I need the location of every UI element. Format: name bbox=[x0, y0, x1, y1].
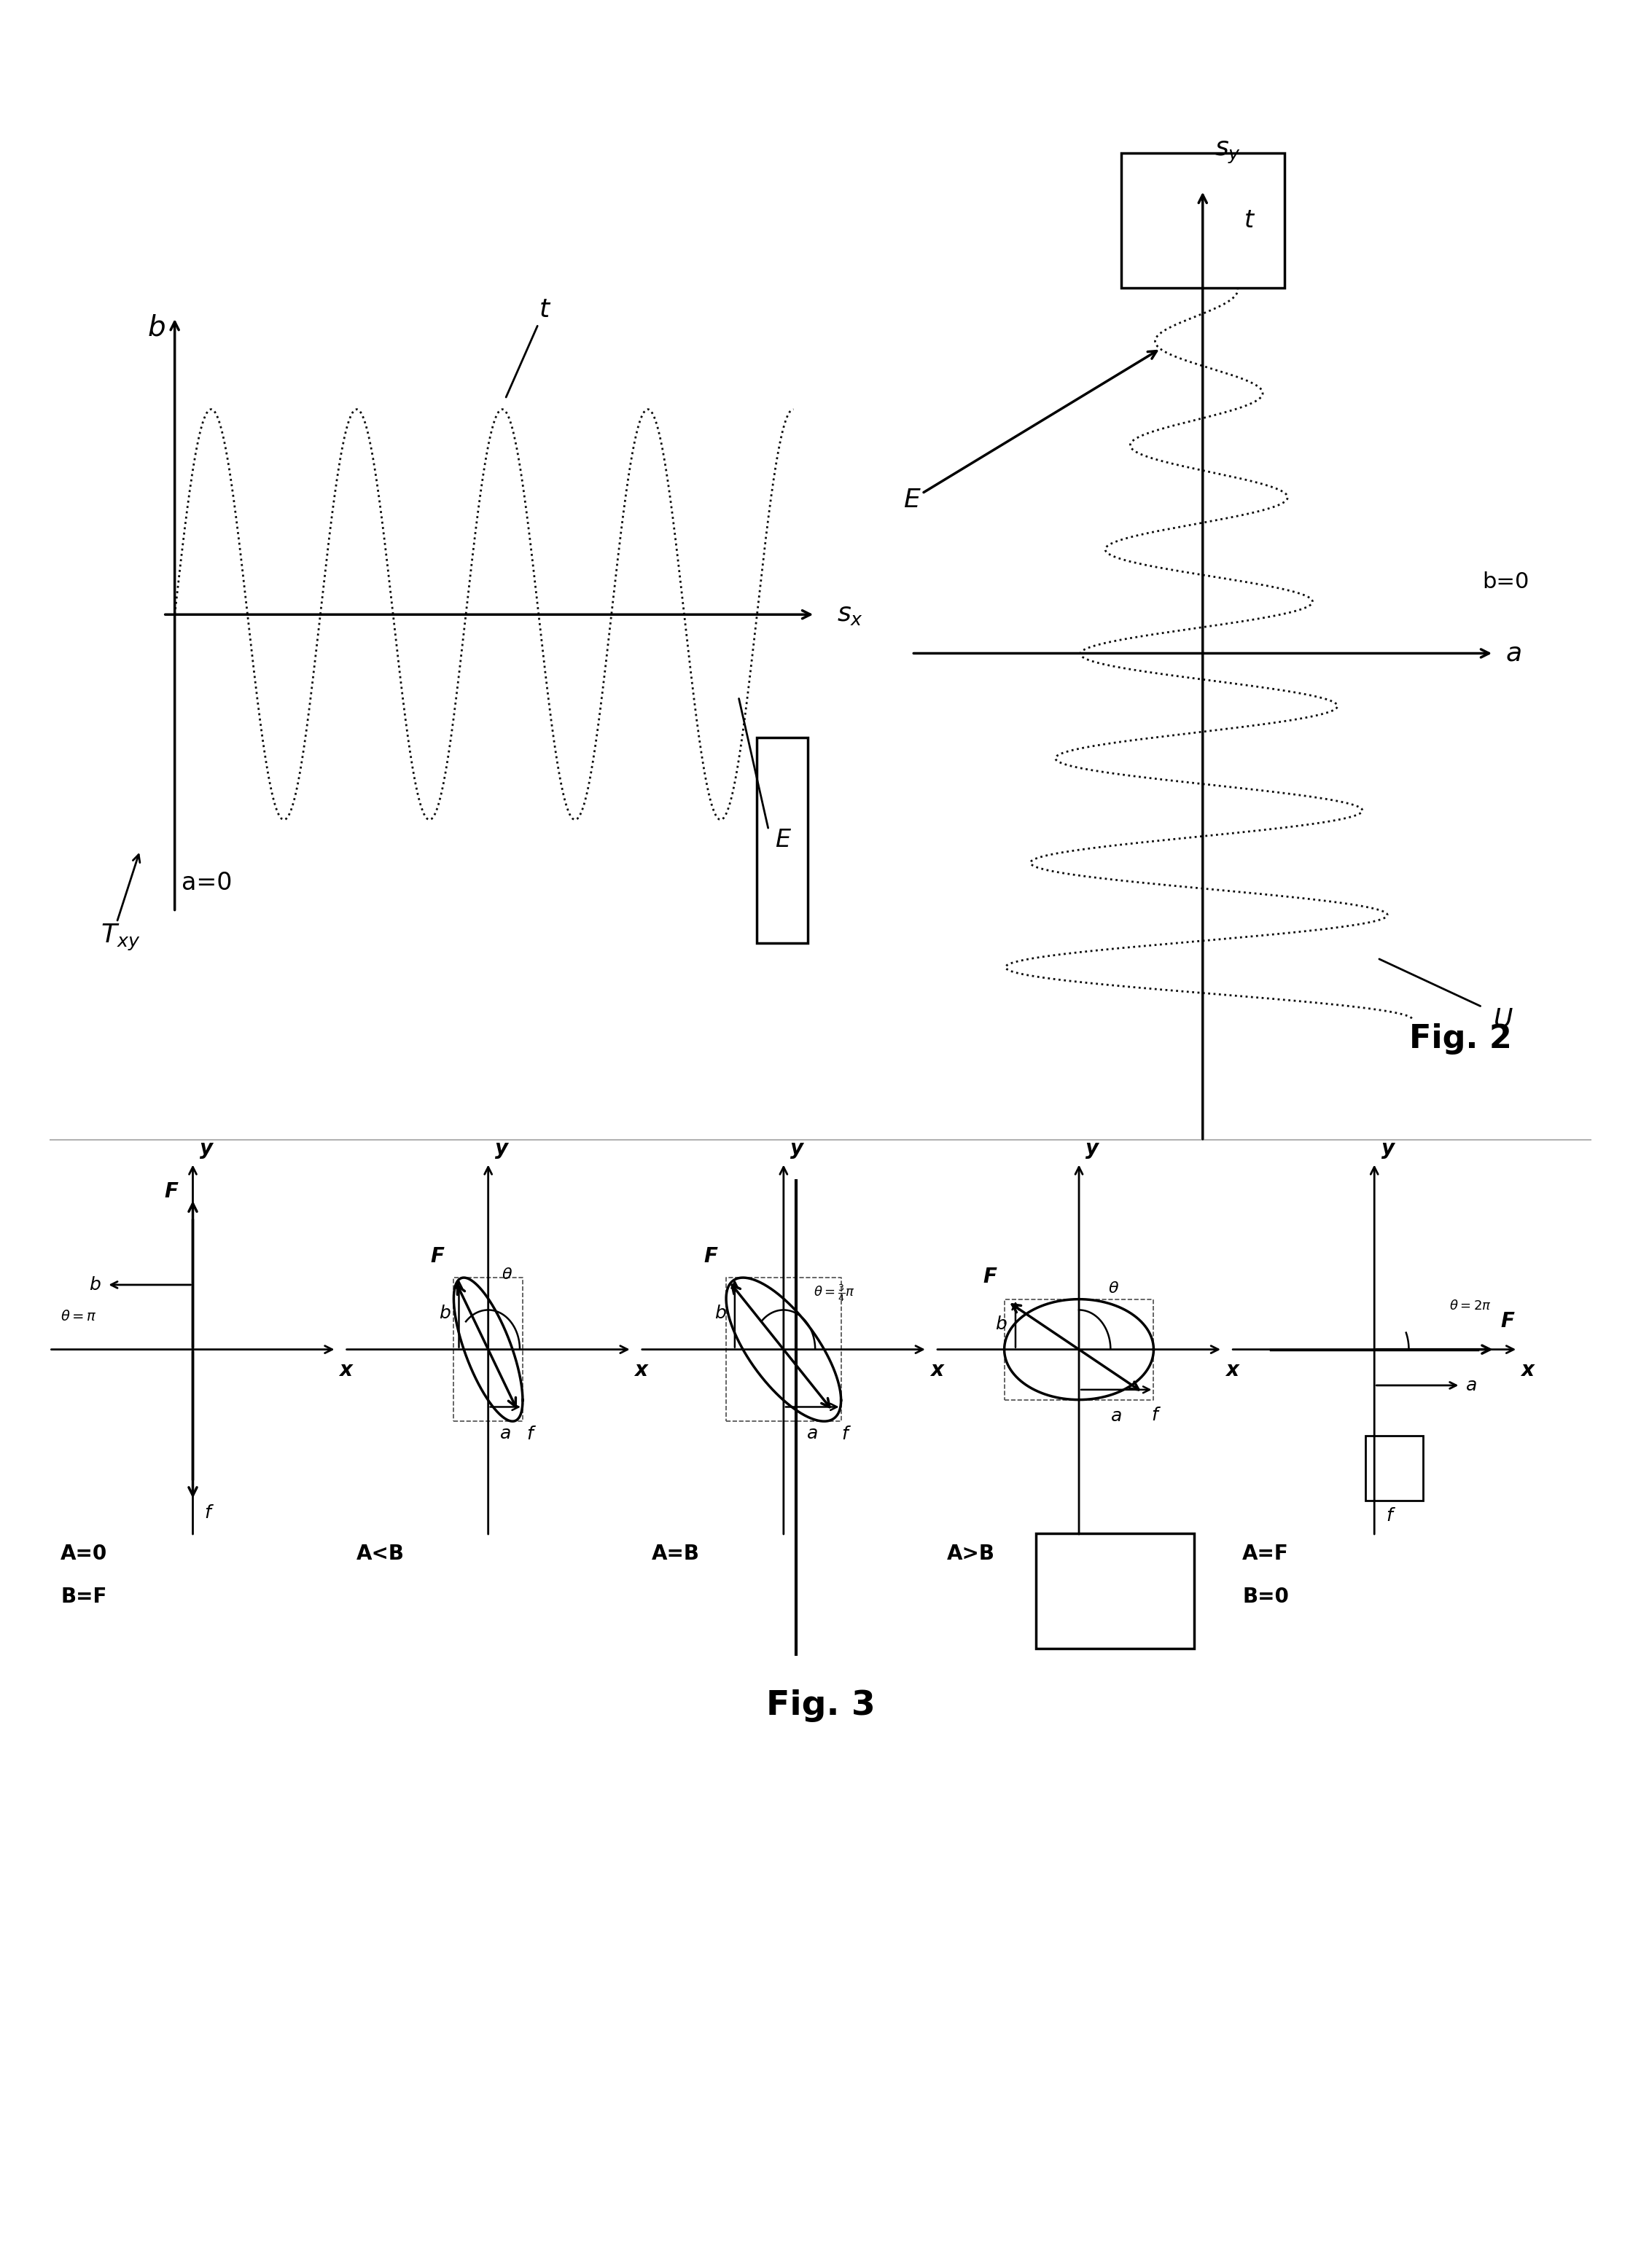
Text: F: F bbox=[704, 1247, 717, 1268]
Text: b=0: b=0 bbox=[1482, 572, 1529, 592]
Text: A=F: A=F bbox=[1242, 1542, 1288, 1563]
Text: $\theta=\pi$: $\theta=\pi$ bbox=[61, 1311, 97, 1325]
Text: y: y bbox=[1382, 1139, 1395, 1159]
Bar bbox=[1365, 1436, 1423, 1501]
Text: $T_{xy}$: $T_{xy}$ bbox=[100, 923, 139, 953]
Text: f: f bbox=[203, 1504, 210, 1522]
Text: t: t bbox=[505, 297, 550, 397]
Text: x: x bbox=[1226, 1361, 1239, 1381]
Text: b: b bbox=[438, 1304, 450, 1322]
Text: y: y bbox=[791, 1139, 804, 1159]
Text: A<B: A<B bbox=[356, 1542, 404, 1563]
Bar bbox=[1035, 1533, 1193, 1649]
Text: y: y bbox=[200, 1139, 213, 1159]
Text: t: t bbox=[1244, 209, 1254, 234]
Text: E: E bbox=[903, 352, 1157, 513]
Text: $\theta=\frac{3}{4}\pi$: $\theta=\frac{3}{4}\pi$ bbox=[814, 1284, 855, 1304]
Text: A>B: A>B bbox=[947, 1542, 994, 1563]
Text: f: f bbox=[842, 1424, 848, 1442]
Text: x: x bbox=[930, 1361, 944, 1381]
Text: $\theta$: $\theta$ bbox=[1108, 1281, 1119, 1295]
Text: x: x bbox=[1521, 1361, 1534, 1381]
Text: A=B: A=B bbox=[651, 1542, 699, 1563]
Text: a=0: a=0 bbox=[182, 871, 233, 896]
Text: y: y bbox=[1086, 1139, 1099, 1159]
Text: $\theta$: $\theta$ bbox=[502, 1268, 512, 1281]
Text: F: F bbox=[983, 1268, 996, 1288]
Text: $s_y$: $s_y$ bbox=[1214, 141, 1241, 166]
Text: F: F bbox=[164, 1182, 179, 1202]
Text: f: f bbox=[1385, 1508, 1392, 1524]
Text: Fig. 3: Fig. 3 bbox=[766, 1690, 875, 1721]
Text: y: y bbox=[496, 1139, 509, 1159]
Text: E: E bbox=[775, 828, 791, 853]
Text: a: a bbox=[501, 1424, 510, 1442]
Text: $\theta=2\pi$: $\theta=2\pi$ bbox=[1449, 1300, 1492, 1313]
Text: a: a bbox=[1467, 1377, 1477, 1395]
Text: a: a bbox=[1505, 642, 1521, 667]
Text: a: a bbox=[807, 1424, 817, 1442]
Text: U: U bbox=[1493, 1007, 1513, 1032]
Text: f: f bbox=[1152, 1406, 1159, 1424]
Text: a: a bbox=[1111, 1408, 1122, 1424]
Text: b: b bbox=[148, 313, 166, 340]
Text: b: b bbox=[714, 1304, 725, 1322]
Text: $s_x$: $s_x$ bbox=[837, 601, 863, 626]
Text: B=0: B=0 bbox=[1242, 1588, 1288, 1606]
Text: b: b bbox=[996, 1315, 1008, 1334]
Text: f: f bbox=[527, 1424, 533, 1442]
Text: F: F bbox=[430, 1247, 445, 1268]
Text: B=F: B=F bbox=[61, 1588, 107, 1606]
Text: x: x bbox=[340, 1361, 353, 1381]
Text: x: x bbox=[635, 1361, 648, 1381]
Text: Fig. 2: Fig. 2 bbox=[1410, 1023, 1511, 1055]
Bar bbox=[757, 737, 807, 943]
Text: A=0: A=0 bbox=[61, 1542, 108, 1563]
Text: F: F bbox=[1502, 1311, 1515, 1331]
Bar bbox=[1121, 154, 1285, 288]
Text: b: b bbox=[89, 1277, 100, 1293]
